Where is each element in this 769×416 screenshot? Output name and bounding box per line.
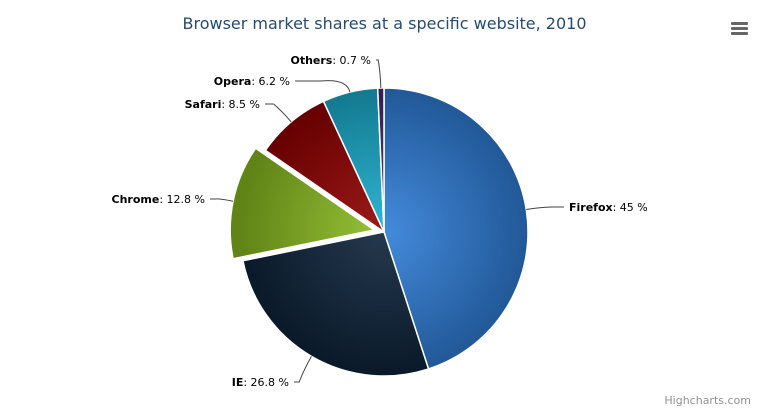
data-label-others: Others: 0.7 % xyxy=(290,54,371,67)
data-label-firefox: Firefox: 45 % xyxy=(569,201,648,214)
data-label-opera: Opera: 6.2 % xyxy=(214,75,290,88)
connector-chrome xyxy=(210,198,234,202)
pie-slice-ie[interactable] xyxy=(242,231,430,377)
connector-safari xyxy=(265,103,292,123)
chart-title: Browser market shares at a specific webs… xyxy=(182,14,587,33)
connector-others xyxy=(376,59,382,89)
hamburger-menu-icon[interactable] xyxy=(731,22,748,36)
connector-opera xyxy=(295,80,351,93)
data-label-safari: Safari: 8.5 % xyxy=(185,98,260,111)
data-label-chrome: Chrome: 12.8 % xyxy=(112,193,205,206)
pie-slice-firefox[interactable] xyxy=(383,87,529,370)
pie-slice-others[interactable] xyxy=(376,87,385,233)
connector-firefox xyxy=(526,206,564,210)
connector-ie xyxy=(294,356,312,383)
credits-link[interactable]: Highcharts.com xyxy=(664,394,751,407)
data-label-ie: IE: 26.8 % xyxy=(232,376,289,389)
